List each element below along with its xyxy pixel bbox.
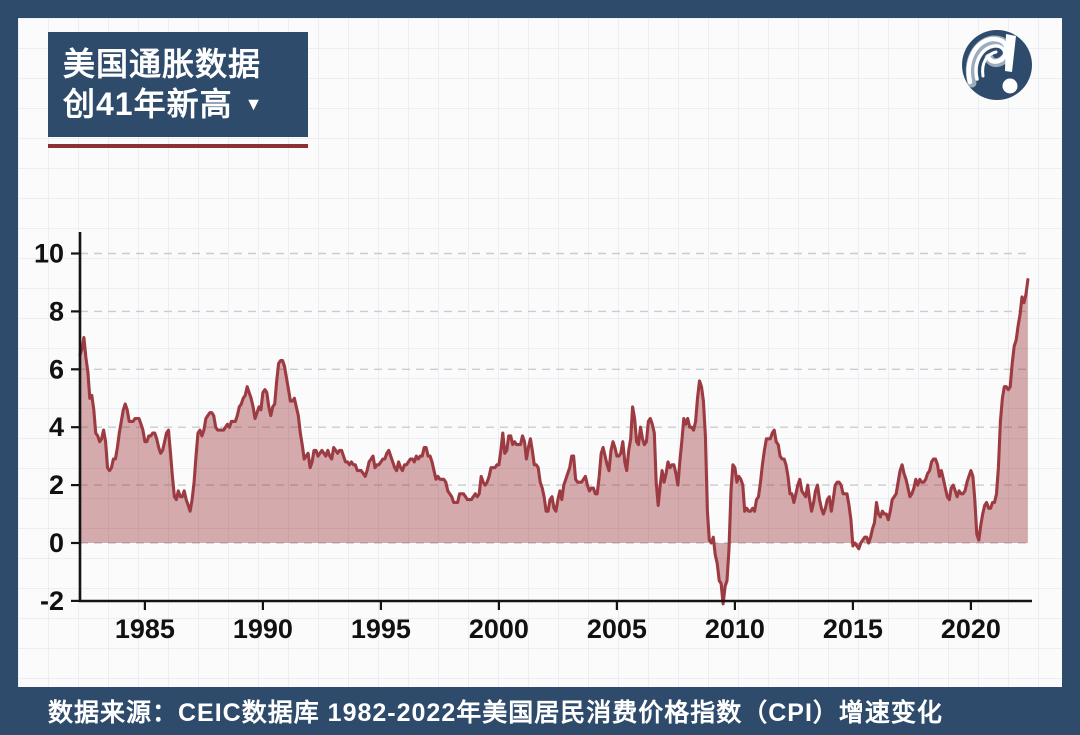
title-underline [48,144,308,148]
dropdown-triangle-icon: ▼ [244,94,264,114]
footer-bar: 数据来源：CEIC数据库 1982-2022年美国居民消费价格指数（CPI）增速… [0,687,1080,735]
title-line-1: 美国通胀数据 [63,46,262,82]
title-box: 美国通胀数据 创41年新高 ▼ [48,32,308,137]
data-source-text: 数据来源：CEIC数据库 1982-2022年美国居民消费价格指数（CPI）增速… [48,699,943,727]
brand-logo [959,27,1035,103]
title-line-2: 创41年新高 ▼ [63,84,293,124]
title-line-2-text: 创41年新高 [63,86,233,122]
question-exclamation-logo-icon [962,30,1032,100]
